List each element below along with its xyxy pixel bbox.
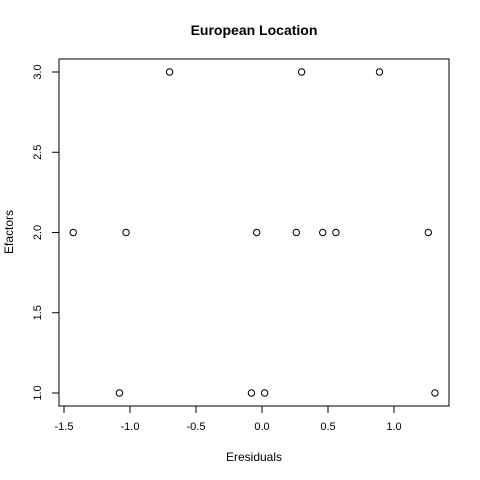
x-tick-label: -1.5 [55,421,74,433]
x-axis: -1.5 -1.0 -0.5 0.0 0.5 1.0 [55,405,402,433]
data-point [253,228,261,237]
data-point [165,68,174,76]
data-points [69,68,439,397]
data-point [115,389,124,397]
data-point [260,389,269,397]
data-point [247,389,256,397]
chart-title: European Location [191,22,318,38]
x-tick-label: 1.0 [386,421,401,433]
y-axis: 1.0 1.5 2.0 2.5 3.0 [32,64,60,401]
data-point [297,68,306,76]
x-tick-label: -0.5 [187,421,206,433]
x-tick-label: 0.0 [254,421,269,433]
data-point [122,228,130,237]
data-point [332,228,340,237]
y-axis-label: Efactors [2,210,16,254]
data-point [431,389,439,397]
x-axis-label: Eresiduals [226,450,282,464]
data-point [69,228,77,237]
x-tick-label: 0.5 [320,421,335,433]
data-point [319,228,327,237]
y-tick-label: 1.5 [32,305,44,320]
y-tick-label: 1.0 [32,385,44,400]
y-tick-label: 3.0 [32,64,44,79]
y-tick-label: 2.0 [32,225,44,240]
y-tick-label: 2.5 [32,145,44,160]
x-tick-label: -1.0 [121,421,140,433]
data-point [375,68,384,76]
data-point [424,228,433,237]
data-point [292,228,301,237]
